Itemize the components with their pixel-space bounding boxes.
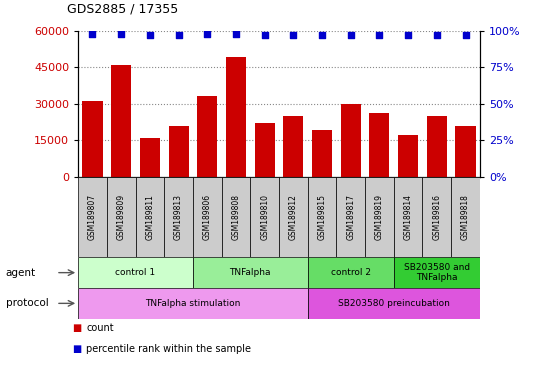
Bar	[394, 177, 422, 257]
Text: protocol: protocol	[6, 298, 49, 308]
Point	[117, 31, 126, 37]
Point	[260, 32, 269, 38]
Text: count: count	[86, 323, 114, 333]
Text: control 1: control 1	[116, 268, 156, 277]
Bar	[140, 138, 160, 177]
Point	[88, 31, 97, 37]
Text: control 2: control 2	[331, 268, 371, 277]
Text: SB203580 and
TNFalpha: SB203580 and TNFalpha	[404, 263, 470, 282]
Point	[318, 32, 326, 38]
Point	[375, 32, 384, 38]
Text: GSM189819: GSM189819	[375, 194, 384, 240]
Bar	[279, 177, 307, 257]
Text: GSM189807: GSM189807	[88, 194, 97, 240]
Bar	[78, 288, 307, 319]
Bar	[222, 177, 251, 257]
Point	[403, 32, 412, 38]
Bar	[169, 126, 189, 177]
Text: GSM189810: GSM189810	[260, 194, 269, 240]
Bar	[451, 177, 480, 257]
Text: GSM189808: GSM189808	[232, 194, 240, 240]
Bar	[193, 177, 222, 257]
Text: GDS2885 / 17355: GDS2885 / 17355	[67, 2, 178, 15]
Bar	[78, 257, 193, 288]
Point	[203, 31, 211, 37]
Text: ■: ■	[73, 344, 82, 354]
Bar	[251, 177, 279, 257]
Bar	[254, 123, 275, 177]
Text: percentile rank within the sample: percentile rank within the sample	[86, 344, 252, 354]
Text: TNFalpha stimulation: TNFalpha stimulation	[145, 299, 240, 308]
Bar	[307, 257, 394, 288]
Point	[432, 32, 441, 38]
Bar	[336, 177, 365, 257]
Bar	[164, 177, 193, 257]
Point	[461, 32, 470, 38]
Text: GSM189815: GSM189815	[318, 194, 326, 240]
Text: SB203580 preincubation: SB203580 preincubation	[338, 299, 450, 308]
Bar	[78, 177, 107, 257]
Text: ■: ■	[73, 323, 82, 333]
Point	[289, 32, 298, 38]
Text: GSM189813: GSM189813	[174, 194, 183, 240]
Text: TNFalpha: TNFalpha	[229, 268, 271, 277]
Text: GSM189812: GSM189812	[289, 194, 298, 240]
Bar	[398, 135, 418, 177]
Bar	[341, 104, 361, 177]
Bar	[83, 101, 103, 177]
Bar	[455, 126, 475, 177]
Bar	[283, 116, 304, 177]
Text: GSM189811: GSM189811	[146, 194, 155, 240]
Bar	[307, 177, 336, 257]
Text: GSM189818: GSM189818	[461, 194, 470, 240]
Point	[146, 32, 155, 38]
Text: GSM189816: GSM189816	[432, 194, 441, 240]
Bar	[136, 177, 164, 257]
Bar	[307, 288, 480, 319]
Point	[232, 31, 240, 37]
Point	[347, 32, 355, 38]
Text: GSM189809: GSM189809	[117, 194, 126, 240]
Bar	[193, 257, 307, 288]
Text: GSM189814: GSM189814	[403, 194, 412, 240]
Text: GSM189817: GSM189817	[347, 194, 355, 240]
Bar	[226, 58, 246, 177]
Bar	[394, 257, 480, 288]
Text: agent: agent	[6, 268, 36, 278]
Bar	[365, 177, 394, 257]
Point	[174, 32, 183, 38]
Bar	[111, 65, 131, 177]
Bar	[107, 177, 136, 257]
Text: GSM189806: GSM189806	[203, 194, 211, 240]
Bar	[312, 131, 332, 177]
Bar	[369, 113, 389, 177]
Bar	[422, 177, 451, 257]
Bar	[197, 96, 217, 177]
Bar	[427, 116, 447, 177]
